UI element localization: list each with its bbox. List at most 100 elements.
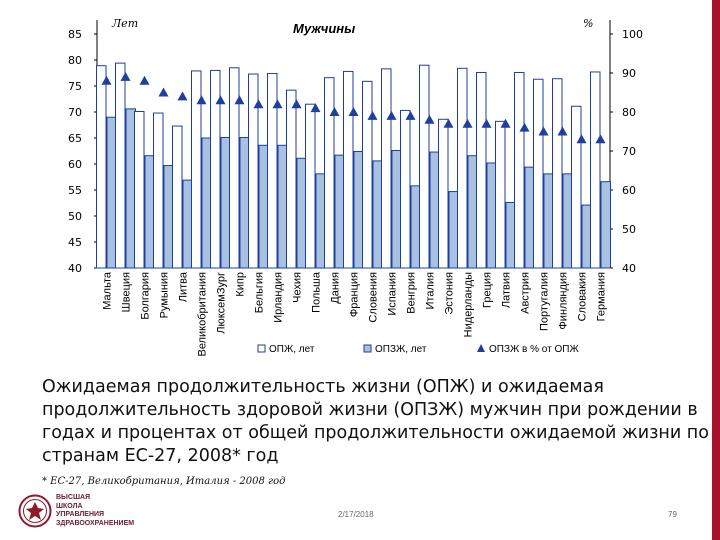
chart-caption: Ожидаемая продолжительность жизни (ОПЖ) … <box>42 377 709 466</box>
category-label: Бельгия <box>254 272 266 313</box>
life-expectancy-chart: Лет Мужчины % 85 80 75 70 65 60 55 50 45 40 100 90 8… <box>68 17 643 357</box>
accent-bar <box>712 0 720 540</box>
bar-opzh <box>343 70 354 269</box>
bar-opzh <box>324 77 335 269</box>
category-label: Германия <box>596 272 608 321</box>
left-tick-label: 55 <box>68 184 82 197</box>
left-tick-label: 60 <box>68 158 82 171</box>
marker-percent <box>158 87 169 97</box>
logo-text-line: ВЫСШАЯ <box>56 494 91 501</box>
marker-percent <box>329 107 340 116</box>
logo-text-line: ЗДРАВООХРАНЕНИЕМ <box>56 519 135 527</box>
marker-percent <box>215 95 226 105</box>
category-label: Мальта <box>102 271 114 310</box>
school-emblem-logo <box>18 494 52 528</box>
left-tick-label: 75 <box>68 80 82 93</box>
footnote: * ЕС-27, Великобритания, Италия - 2008 г… <box>42 476 286 487</box>
bar-opzh <box>438 118 449 269</box>
marker-percent <box>500 118 511 128</box>
category-label: Великобритания <box>197 272 209 357</box>
marker-percent <box>538 126 549 136</box>
left-tick-label: 40 <box>68 262 82 275</box>
bar-opzh <box>153 112 164 269</box>
category-label: Швеция <box>121 272 133 312</box>
left-tick-label: 70 <box>68 106 82 119</box>
right-tick-label: 80 <box>622 106 636 119</box>
marker-percent <box>557 126 568 136</box>
marker-percent <box>272 99 283 109</box>
marker-percent <box>291 99 302 109</box>
left-tick-label: 45 <box>68 236 82 249</box>
bar-opzh <box>419 64 430 269</box>
bar-opzh <box>476 71 487 269</box>
right-tick-label: 60 <box>622 184 636 197</box>
bar-opzh <box>590 71 601 269</box>
logo-text-line: ШКОЛА <box>56 502 83 510</box>
legend-swatch-percent <box>477 344 485 352</box>
bar-opzh <box>552 78 563 269</box>
marker-percent <box>253 99 264 109</box>
category-label: Франция <box>349 272 361 317</box>
bar-opzh <box>286 89 297 269</box>
marker-percent <box>424 114 435 124</box>
marker-percent <box>405 110 416 120</box>
marker-percent <box>348 107 359 116</box>
left-tick-label: 65 <box>68 132 82 145</box>
category-label: Финляндия <box>558 272 570 330</box>
category-label: Испания <box>387 272 399 316</box>
logo-text-line: УПРАВЛЕНИЯ <box>56 511 105 518</box>
bar-opzh <box>134 110 145 269</box>
category-label: Словения <box>368 272 380 323</box>
category-label: Румыния <box>159 272 171 318</box>
left-tick-label: 50 <box>68 210 82 223</box>
bar-opzh <box>571 105 582 269</box>
category-label: Португалия <box>539 272 551 331</box>
marker-percent <box>120 71 131 81</box>
bar-opzh <box>115 62 126 269</box>
marker-percent <box>310 103 321 113</box>
school-name: ВЫСШАЯ ШКОЛА УПРАВЛЕНИЯ ЗДРАВООХРАНЕНИЕМ <box>56 494 134 528</box>
left-tick-label: 85 <box>68 28 82 41</box>
category-label: Литва <box>178 271 190 302</box>
right-tick-label: 70 <box>622 145 636 158</box>
legend-label-opzzh: ОПЗЖ, лет <box>375 344 427 355</box>
category-label: Словакия <box>577 272 589 321</box>
bar-opzh <box>457 67 468 269</box>
bar-opzh <box>96 65 107 269</box>
marker-percent <box>386 110 397 120</box>
category-label: Кипр <box>235 272 247 297</box>
page-number: 79 <box>668 510 677 519</box>
marker-percent <box>443 118 454 128</box>
bar-opzzh <box>600 181 611 269</box>
category-label: Эстония <box>444 272 456 315</box>
marker-percent <box>462 118 473 128</box>
bar-opzh <box>267 73 278 269</box>
bar-opzh <box>533 78 544 269</box>
bar-opzh <box>495 120 506 269</box>
left-axis-unit: Лет <box>111 17 138 30</box>
legend-swatch-opzzh <box>363 344 372 353</box>
bar-opzh <box>210 69 221 269</box>
category-label: Венгрия <box>406 272 418 314</box>
marker-percent <box>576 134 587 144</box>
category-label: Чехия <box>292 272 304 303</box>
right-tick-label: 50 <box>622 223 636 236</box>
category-label: Латвия <box>501 272 513 308</box>
category-label: Польша <box>311 271 323 313</box>
marker-percent <box>595 134 606 144</box>
category-label: Болгария <box>140 272 152 320</box>
category-label: Дания <box>330 272 342 304</box>
slide-date: 2/17/2018 <box>338 510 374 519</box>
category-label: Греция <box>482 272 494 308</box>
legend-swatch-opzh <box>257 344 266 353</box>
marker-percent <box>481 118 492 128</box>
bar-opzh <box>248 73 259 269</box>
bar-opzh <box>191 70 202 269</box>
left-tick-label: 80 <box>68 54 82 67</box>
bar-opzh <box>362 80 373 269</box>
legend-label-opzh: ОПЖ, лет <box>269 344 315 355</box>
marker-percent <box>234 95 245 105</box>
chart-title: Мужчины <box>293 21 355 36</box>
right-axis-unit: % <box>583 17 593 30</box>
category-label: Нидерланды <box>463 272 475 337</box>
